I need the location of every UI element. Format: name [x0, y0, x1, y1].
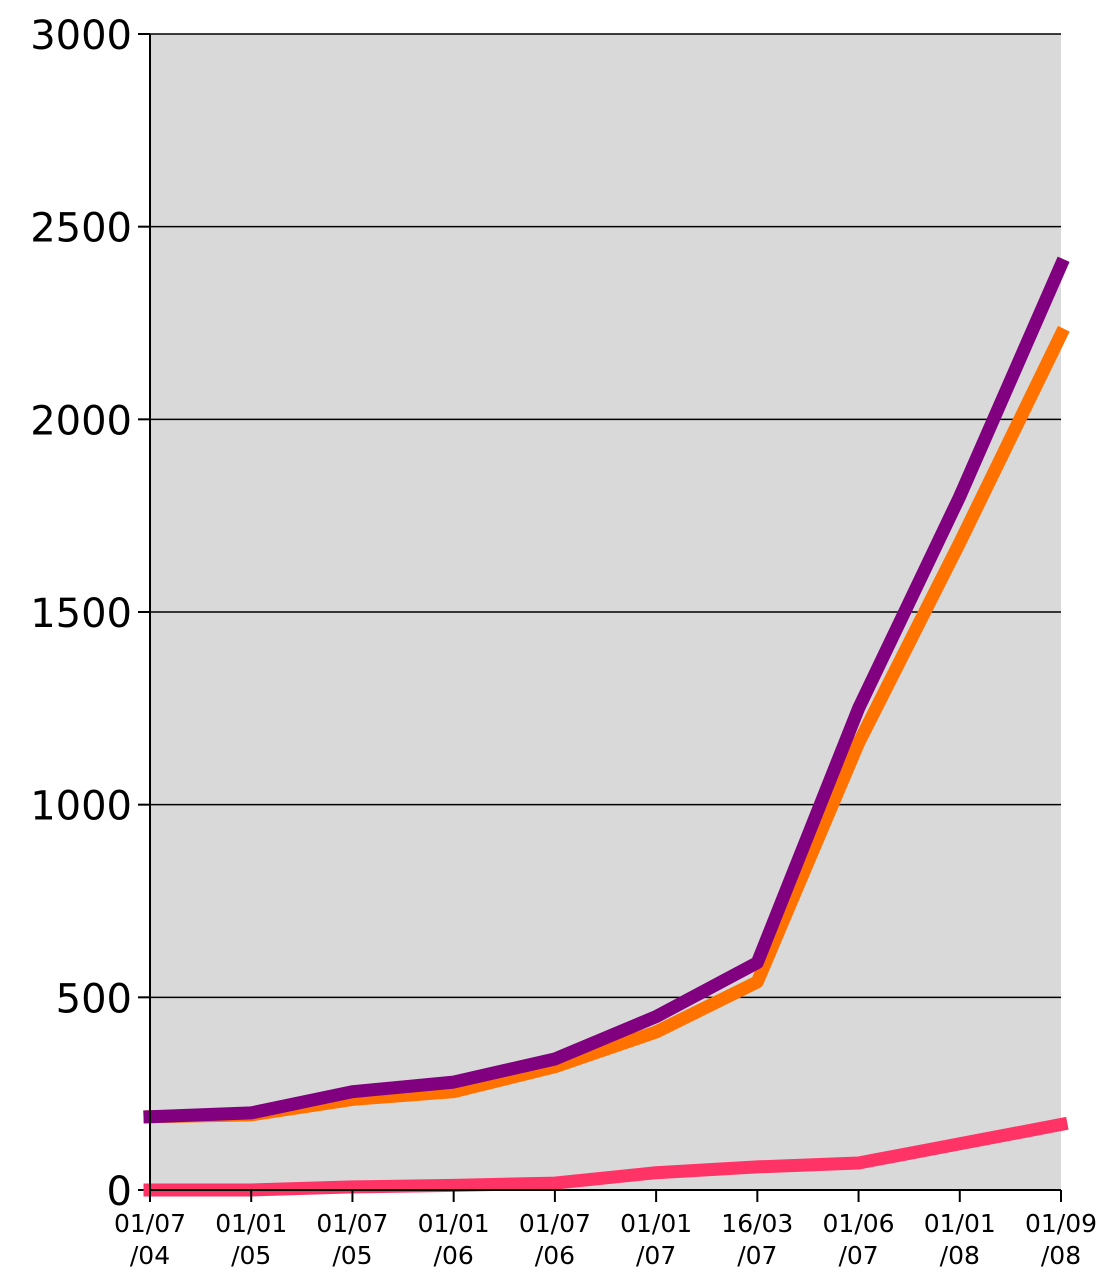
series-line-2 — [143, 256, 1070, 1124]
x-tick-labels: 01/07/0401/01/0501/07/0501/01/0601/07/06… — [114, 1209, 1097, 1270]
x-tick-label-line: /07 — [737, 1241, 777, 1270]
axes — [149, 34, 1062, 1202]
x-tick-label-line: 01/01 — [418, 1209, 490, 1238]
x-tick-label-line: /04 — [130, 1241, 170, 1270]
x-tick-label: 01/01/07 — [620, 1209, 692, 1270]
x-tick-label: 01/07/04 — [114, 1209, 186, 1270]
x-tick-label: 01/01/08 — [924, 1209, 996, 1270]
x-tick-label-line: /08 — [940, 1241, 980, 1270]
series-lines — [143, 256, 1070, 1197]
y-tick-label: 3000 — [30, 13, 132, 59]
y-tick-label: 0 — [107, 1169, 132, 1215]
x-tick-label: 01/01/06 — [418, 1209, 490, 1270]
x-tick-label: 01/07/05 — [316, 1209, 388, 1270]
x-tick-label-line: /06 — [535, 1241, 575, 1270]
y-tick-label: 500 — [56, 976, 132, 1022]
y-tick-label: 1500 — [30, 591, 132, 637]
x-tick-label-line: /07 — [636, 1241, 676, 1270]
x-tick-label-line: 01/01 — [924, 1209, 996, 1238]
x-tick-label: 16/03/07 — [721, 1209, 793, 1270]
y-tick-label: 1000 — [30, 784, 132, 830]
x-tick-label-line: 01/01 — [620, 1209, 692, 1238]
x-tick-label-line: 01/07 — [316, 1209, 388, 1238]
x-tick-label-line: /07 — [838, 1241, 878, 1270]
x-tick-label-line: 01/07 — [519, 1209, 591, 1238]
y-tick-label: 2000 — [30, 398, 132, 444]
x-tick-label-line: 01/07 — [114, 1209, 186, 1238]
x-tick-label-line: /08 — [1041, 1241, 1081, 1270]
x-tick-label-line: /05 — [231, 1241, 271, 1270]
x-tick-label: 01/07/06 — [519, 1209, 591, 1270]
y-tick-label: 2500 — [30, 206, 132, 252]
x-tick-label-line: 01/09 — [1025, 1209, 1097, 1238]
x-tick-label: 01/01/05 — [215, 1209, 287, 1270]
y-tick-labels: 0 500 1000 1500 2000 2500 3000 — [30, 13, 132, 1215]
x-tick-label-line: /06 — [434, 1241, 474, 1270]
x-tick-label-line: 16/03 — [721, 1209, 793, 1238]
x-tick-label: 01/09/08 — [1025, 1209, 1097, 1270]
x-tick-label-line: 01/06 — [823, 1209, 895, 1238]
series-line-3 — [143, 1116, 1069, 1197]
x-tick-label-line: /05 — [332, 1241, 372, 1270]
x-tick-label: 01/06/07 — [823, 1209, 895, 1270]
x-tick-label-line: 01/01 — [215, 1209, 287, 1238]
